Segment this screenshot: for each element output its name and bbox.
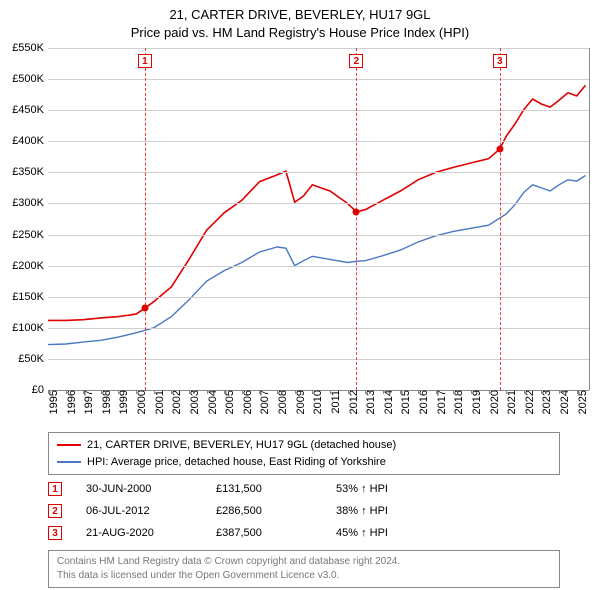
sale-row: 3 21-AUG-2020£387,50045% ↑ HPI	[48, 522, 416, 544]
arrow-up-icon: ↑	[361, 505, 367, 517]
sale-price: £286,500	[216, 505, 336, 517]
footer-line: Contains HM Land Registry data © Crown c…	[57, 555, 551, 569]
xtick-label: 2025	[573, 390, 589, 414]
gridline-h	[48, 110, 589, 111]
ytick-label: £550K	[12, 42, 48, 54]
ytick-label: £250K	[12, 229, 48, 241]
xtick-label: 2006	[238, 390, 254, 414]
legend-swatch	[57, 444, 81, 446]
ytick-label: £450K	[12, 104, 48, 116]
sale-row-marker: 1	[48, 482, 62, 496]
title-address: 21, CARTER DRIVE, BEVERLEY, HU17 9GL	[0, 6, 600, 24]
gridline-h	[48, 235, 589, 236]
sales-table: 1 30-JUN-2000£131,50053% ↑ HPI 2 06-JUL-201…	[48, 478, 416, 544]
xtick-label: 2012	[344, 390, 360, 414]
xtick-label: 1998	[97, 390, 113, 414]
sale-vline	[145, 48, 146, 390]
sale-dot	[353, 208, 360, 215]
ytick-label: £50K	[18, 353, 48, 365]
xtick-label: 2024	[555, 390, 571, 414]
xtick-label: 2016	[414, 390, 430, 414]
title-block: 21, CARTER DRIVE, BEVERLEY, HU17 9GL Pri…	[0, 0, 600, 42]
xtick-label: 2011	[326, 390, 342, 414]
gridline-h	[48, 359, 589, 360]
xtick-label: 2000	[132, 390, 148, 414]
sale-marker-box: 2	[349, 54, 363, 68]
title-subtitle: Price paid vs. HM Land Registry's House …	[0, 24, 600, 42]
xtick-label: 2001	[150, 390, 166, 414]
sale-marker-box: 1	[138, 54, 152, 68]
gridline-h	[48, 141, 589, 142]
sale-pct: 38% ↑ HPI	[336, 505, 416, 517]
xtick-label: 2014	[379, 390, 395, 414]
gridline-h	[48, 266, 589, 267]
legend-item-hpi: HPI: Average price, detached house, East…	[57, 454, 551, 471]
xtick-label: 1997	[79, 390, 95, 414]
arrow-up-icon: ↑	[361, 527, 367, 539]
sale-date: 30-JUN-2000	[86, 483, 216, 495]
xtick-label: 2004	[203, 390, 219, 414]
sale-pct: 53% ↑ HPI	[336, 483, 416, 495]
sale-date: 06-JUL-2012	[86, 505, 216, 517]
ytick-label: £350K	[12, 166, 48, 178]
sale-row-marker: 3	[48, 526, 62, 540]
xtick-label: 2002	[167, 390, 183, 414]
xtick-label: 2005	[220, 390, 236, 414]
xtick-label: 2013	[361, 390, 377, 414]
footer: Contains HM Land Registry data © Crown c…	[48, 550, 560, 588]
sale-marker-box: 3	[493, 54, 507, 68]
xtick-label: 2023	[537, 390, 553, 414]
sale-price: £387,500	[216, 527, 336, 539]
xtick-label: 2019	[467, 390, 483, 414]
legend-label: 21, CARTER DRIVE, BEVERLEY, HU17 9GL (de…	[87, 437, 396, 454]
xtick-label: 1996	[62, 390, 78, 414]
sale-row-marker: 2	[48, 504, 62, 518]
xtick-label: 2010	[308, 390, 324, 414]
xtick-label: 2009	[291, 390, 307, 414]
line-series-svg	[48, 48, 589, 390]
xtick-label: 2022	[520, 390, 536, 414]
ytick-label: £200K	[12, 260, 48, 272]
xtick-label: 2018	[449, 390, 465, 414]
ytick-label: £500K	[12, 73, 48, 85]
arrow-up-icon: ↑	[361, 483, 367, 495]
ytick-label: £150K	[12, 291, 48, 303]
gridline-h	[48, 297, 589, 298]
series-line-hpi	[48, 176, 586, 345]
gridline-h	[48, 79, 589, 80]
xtick-label: 2007	[255, 390, 271, 414]
gridline-h	[48, 48, 589, 49]
sale-dot	[496, 146, 503, 153]
xtick-label: 2017	[432, 390, 448, 414]
legend-item-property: 21, CARTER DRIVE, BEVERLEY, HU17 9GL (de…	[57, 437, 551, 454]
ytick-label: £400K	[12, 135, 48, 147]
legend-swatch	[57, 461, 81, 463]
sale-dot	[141, 305, 148, 312]
sale-price: £131,500	[216, 483, 336, 495]
sale-row: 1 30-JUN-2000£131,50053% ↑ HPI	[48, 478, 416, 500]
xtick-label: 2021	[502, 390, 518, 414]
footer-line: This data is licensed under the Open Gov…	[57, 569, 551, 583]
gridline-h	[48, 203, 589, 204]
xtick-label: 2008	[273, 390, 289, 414]
gridline-h	[48, 172, 589, 173]
ytick-label: £300K	[12, 197, 48, 209]
xtick-label: 1999	[114, 390, 130, 414]
xtick-label: 1995	[44, 390, 60, 414]
sale-vline	[500, 48, 501, 390]
xtick-label: 2015	[396, 390, 412, 414]
legend-label: HPI: Average price, detached house, East…	[87, 454, 386, 471]
sale-pct: 45% ↑ HPI	[336, 527, 416, 539]
plot-area: £0£50K£100K£150K£200K£250K£300K£350K£400…	[48, 48, 590, 390]
xtick-label: 2003	[185, 390, 201, 414]
sale-date: 21-AUG-2020	[86, 527, 216, 539]
sale-vline	[356, 48, 357, 390]
legend: 21, CARTER DRIVE, BEVERLEY, HU17 9GL (de…	[48, 432, 560, 475]
gridline-h	[48, 328, 589, 329]
chart-container: 21, CARTER DRIVE, BEVERLEY, HU17 9GL Pri…	[0, 0, 600, 590]
xtick-label: 2020	[485, 390, 501, 414]
ytick-label: £100K	[12, 322, 48, 334]
sale-row: 2 06-JUL-2012£286,50038% ↑ HPI	[48, 500, 416, 522]
